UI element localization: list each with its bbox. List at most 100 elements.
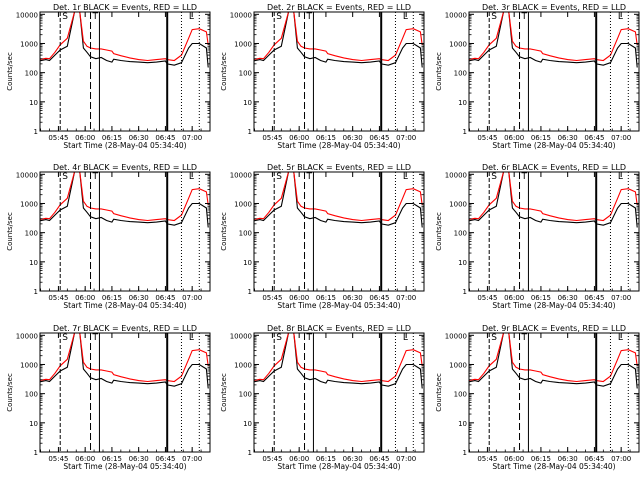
marker-letter: S	[62, 172, 68, 182]
x-tick-label: 06:45	[155, 134, 175, 142]
y-axis-label: Counts/sec	[220, 373, 228, 412]
plot-frame	[468, 171, 640, 292]
marker-letter: S	[276, 333, 282, 343]
panel-title: Det. 7r BLACK = Events, RED = LLD	[53, 324, 197, 333]
x-tick-label: 07:00	[611, 134, 631, 142]
y-axis-label: Counts/sec	[6, 212, 14, 251]
marker-letter: S	[491, 172, 497, 182]
y-tick-label: 10	[243, 99, 252, 107]
y-tick-label: 10	[243, 259, 252, 267]
y-tick-label: 100	[239, 70, 252, 78]
marker-letter: L	[403, 333, 408, 343]
x-tick-label: 07:00	[396, 134, 416, 142]
x-tick-label: 05:45	[262, 134, 282, 142]
x-tick-label: 05:45	[477, 455, 497, 463]
x-tick-label: 07:00	[611, 294, 631, 302]
y-axis-label: Counts/sec	[435, 212, 443, 251]
panel-title: Det. 4r BLACK = Events, RED = LLD	[53, 163, 197, 172]
y-tick-label: 10	[29, 99, 38, 107]
x-tick-label: 06:45	[584, 294, 604, 302]
x-tick-label: 07:00	[182, 455, 202, 463]
lld-series-line	[254, 172, 423, 222]
y-tick-label: 1000	[234, 200, 252, 208]
x-tick-label: 06:00	[504, 455, 524, 463]
marker-letter: L	[189, 12, 194, 22]
y-tick-label: 10	[29, 259, 38, 267]
lld-series-line	[40, 333, 209, 383]
plot-frame	[468, 332, 640, 453]
x-tick-label: 06:30	[129, 294, 149, 302]
y-tick-label: 1	[34, 288, 38, 296]
events-series-line	[254, 172, 423, 228]
marker-letter: T	[92, 12, 99, 22]
y-axis-label: Counts/sec	[220, 52, 228, 91]
marker-letter: S	[491, 12, 497, 22]
x-tick-label: 05:45	[48, 455, 68, 463]
y-tick-label: 1	[248, 449, 252, 457]
y-tick-label: 1000	[449, 361, 467, 369]
plot-frame	[253, 171, 425, 292]
x-axis-label: Start Time (28-May-04 05:34:40)	[492, 462, 615, 471]
y-tick-label: 100	[454, 70, 467, 78]
y-tick-label: 100	[454, 391, 467, 399]
marker-letter: S	[276, 12, 282, 22]
x-tick-label: 06:30	[129, 455, 149, 463]
y-tick-label: 1000	[234, 40, 252, 48]
y-tick-label: 1	[34, 128, 38, 136]
y-tick-label: 100	[25, 391, 38, 399]
marker-letter: L	[403, 172, 408, 182]
y-axis-label: Counts/sec	[435, 373, 443, 412]
x-tick-label: 06:15	[316, 134, 336, 142]
marker-letter: S	[62, 333, 68, 343]
y-axis-label: Counts/sec	[6, 52, 14, 91]
events-series-line	[254, 333, 423, 389]
marker-letter: L	[618, 12, 623, 22]
x-tick-label: 06:45	[155, 455, 175, 463]
y-axis-label: Counts/sec	[220, 212, 228, 251]
y-tick-label: 10000	[445, 171, 467, 179]
y-tick-label: 10	[458, 420, 467, 428]
x-tick-label: 06:15	[316, 294, 336, 302]
x-tick-label: 05:45	[48, 134, 68, 142]
y-tick-label: 10000	[230, 332, 252, 340]
x-axis-label: Start Time (28-May-04 05:34:40)	[63, 141, 186, 150]
panel-title: Det. 6r BLACK = Events, RED = LLD	[482, 163, 626, 172]
x-tick-label: 06:45	[369, 294, 389, 302]
y-tick-label: 1000	[20, 361, 38, 369]
y-tick-label: 10000	[16, 11, 38, 19]
marker-letter: T	[92, 333, 99, 343]
x-tick-label: 06:30	[129, 134, 149, 142]
y-axis-label: Counts/sec	[435, 52, 443, 91]
lld-series-line	[254, 12, 423, 62]
y-tick-label: 10	[458, 259, 467, 267]
y-tick-label: 10000	[230, 11, 252, 19]
x-tick-label: 06:00	[504, 294, 524, 302]
lld-series-line	[469, 12, 638, 62]
x-tick-label: 06:15	[102, 134, 122, 142]
lld-series-line	[40, 12, 209, 62]
y-tick-label: 1000	[20, 200, 38, 208]
y-axis-label: Counts/sec	[6, 373, 14, 412]
x-tick-label: 06:45	[584, 455, 604, 463]
plot-frame	[39, 332, 211, 453]
x-axis-label: Start Time (28-May-04 05:34:40)	[63, 462, 186, 471]
lld-series-line	[254, 333, 423, 383]
panel-title: Det. 5r BLACK = Events, RED = LLD	[267, 163, 411, 172]
y-tick-label: 1	[463, 288, 467, 296]
marker-letter: T	[306, 333, 313, 343]
y-tick-label: 1	[248, 288, 252, 296]
y-tick-label: 100	[239, 391, 252, 399]
events-series-line	[40, 333, 209, 389]
x-tick-label: 05:45	[477, 134, 497, 142]
y-tick-label: 10	[458, 99, 467, 107]
x-tick-label: 06:00	[504, 134, 524, 142]
x-tick-label: 06:15	[316, 455, 336, 463]
y-tick-label: 1	[248, 128, 252, 136]
events-series-line	[254, 12, 423, 68]
y-tick-label: 100	[25, 230, 38, 238]
